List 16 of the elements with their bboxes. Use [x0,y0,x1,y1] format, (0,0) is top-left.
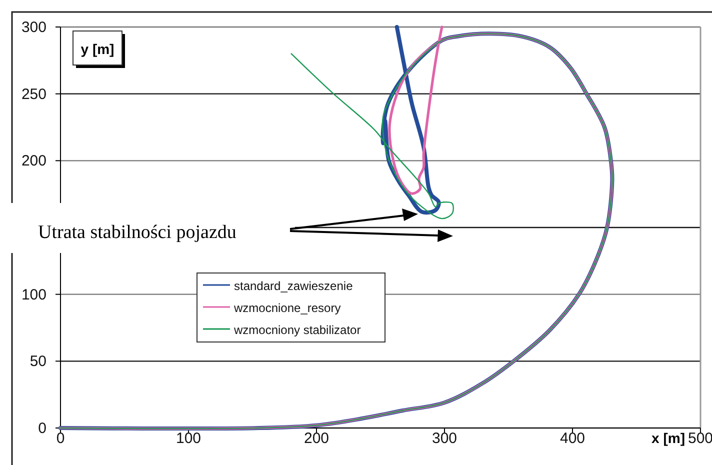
annotation: Utrata stabilności pojazdu [38,222,237,243]
x-tick-label: 400 [560,430,586,447]
x-tick-label: 100 [176,430,202,447]
y-tick-label: 50 [30,353,46,370]
legend-label: wzmocniony stabilizator [233,323,361,337]
y-tick-label: 200 [21,152,46,170]
x-tick-label: 200 [304,430,330,447]
y-axis-title: y [m] [80,41,114,57]
y-tick-label: 100 [21,286,46,304]
y-tick-label: 250 [21,86,46,103]
x-tick-label: 300 [432,430,458,447]
y-tick-label: 300 [21,19,46,36]
legend-label: wzmocnione_resory [233,301,341,315]
legend-label: standard_zawieszenie [234,279,354,293]
x-tick-label: 0 [56,430,65,447]
x-axis-title: x [m] [652,430,685,446]
